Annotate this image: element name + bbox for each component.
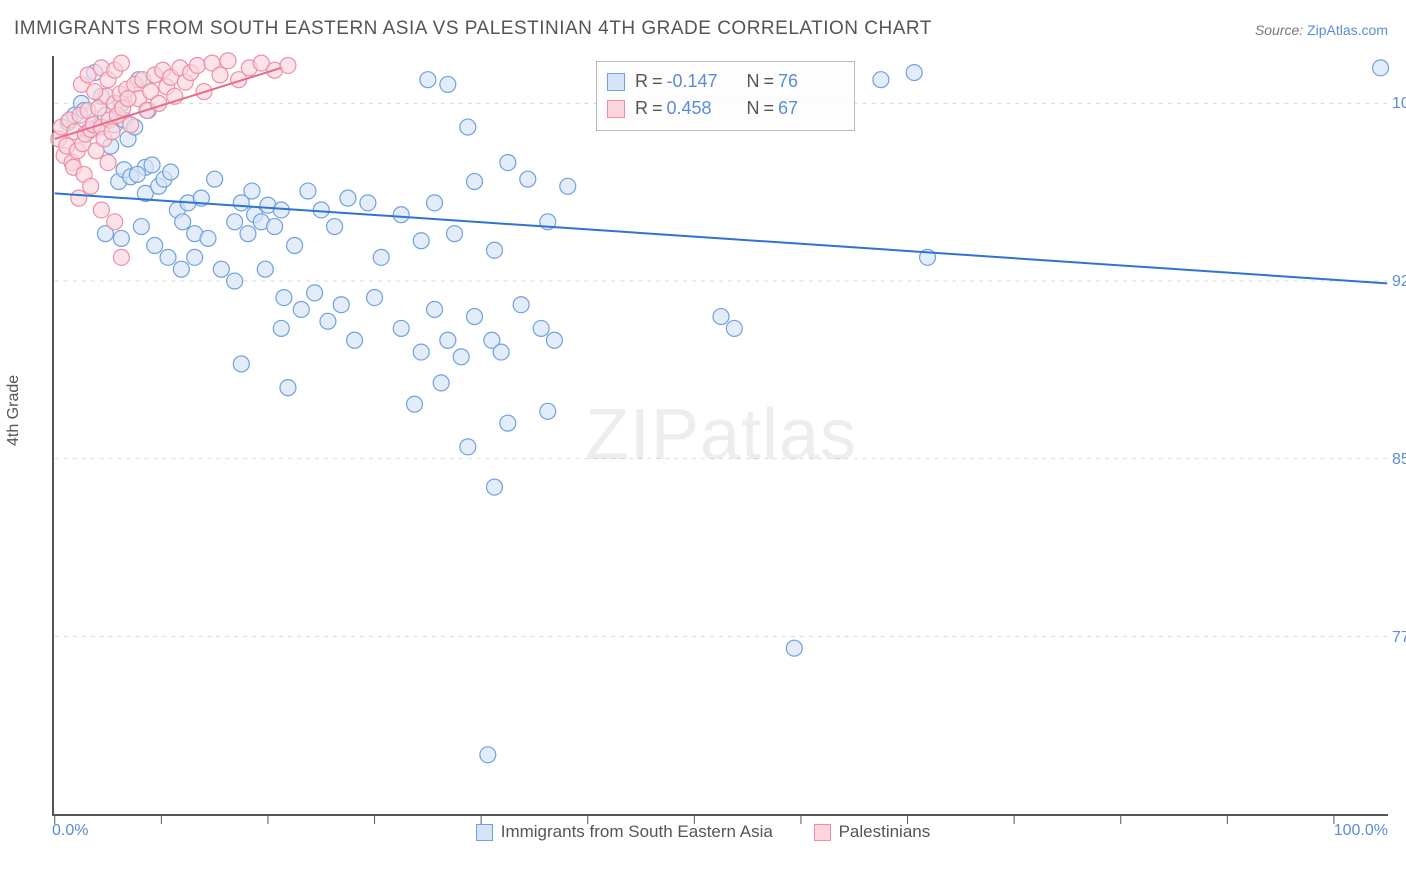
y-tick-label: 77.5% <box>1392 629 1406 647</box>
source-attribution: Source: ZipAtlas.com <box>1255 22 1388 38</box>
y-tick-label: 85.0% <box>1392 451 1406 469</box>
stats-legend-box: R=-0.147N=76R=0.458N=67 <box>596 61 855 131</box>
stats-N-value: 76 <box>778 68 840 95</box>
legend-item-pink: Palestinians <box>814 822 931 842</box>
legend-swatch-pink <box>814 824 831 841</box>
stats-N-label: N <box>747 68 760 95</box>
source-label: Source: <box>1255 22 1303 38</box>
legend-item-blue: Immigrants from South Eastern Asia <box>476 822 773 842</box>
equals-sign: = <box>764 95 775 122</box>
stats-R-value: 0.458 <box>667 95 729 122</box>
stats-R-value: -0.147 <box>667 68 729 95</box>
stats-N-value: 67 <box>778 95 840 122</box>
equals-sign: = <box>764 68 775 95</box>
scatter-plot-svg <box>54 56 1388 814</box>
stats-row: R=-0.147N=76 <box>607 68 840 95</box>
stats-R-label: R <box>635 95 648 122</box>
stats-N-label: N <box>747 95 760 122</box>
y-tick-label: 100.0% <box>1392 95 1406 113</box>
stats-row: R=0.458N=67 <box>607 95 840 122</box>
legend-label-pink: Palestinians <box>839 822 931 842</box>
chart-title: IMMIGRANTS FROM SOUTH EASTERN ASIA VS PA… <box>14 18 932 40</box>
stats-R-label: R <box>635 68 648 95</box>
stats-swatch <box>607 100 625 118</box>
chart-container: IMMIGRANTS FROM SOUTH EASTERN ASIA VS PA… <box>0 0 1406 892</box>
stats-swatch <box>607 73 625 91</box>
source-link[interactable]: ZipAtlas.com <box>1307 22 1388 38</box>
equals-sign: = <box>652 68 663 95</box>
legend-swatch-blue <box>476 824 493 841</box>
y-axis-label: 4th Grade <box>5 375 23 446</box>
legend-label-blue: Immigrants from South Eastern Asia <box>501 822 773 842</box>
y-tick-label: 92.5% <box>1392 273 1406 291</box>
plot-area: ZIPatlas R=-0.147N=76R=0.458N=67 77.5%85… <box>52 56 1388 816</box>
legend-bottom: Immigrants from South Eastern Asia Pales… <box>0 822 1406 846</box>
equals-sign: = <box>652 95 663 122</box>
